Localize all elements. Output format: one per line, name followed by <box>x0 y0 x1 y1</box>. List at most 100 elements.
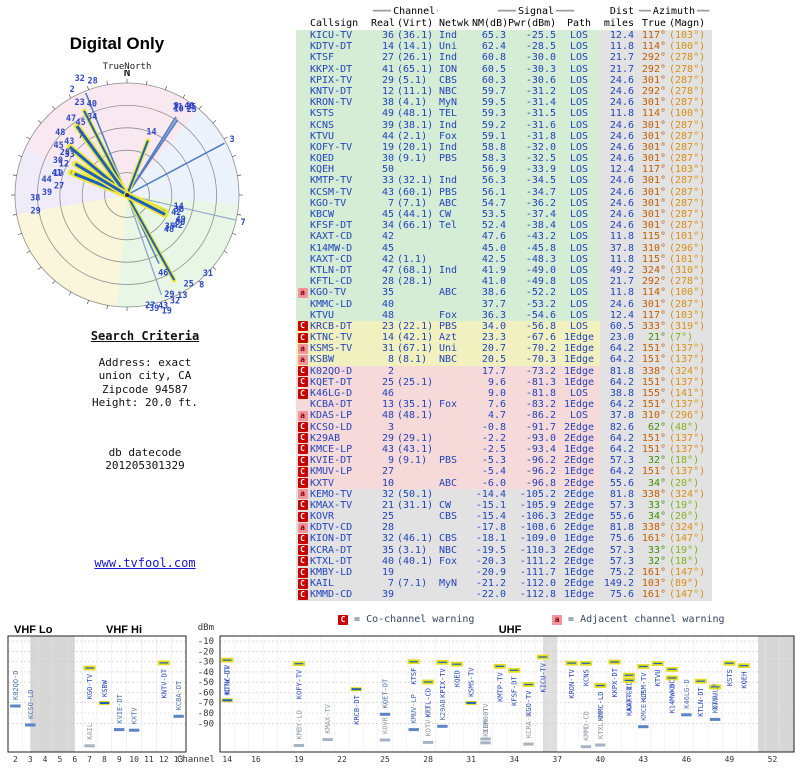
cell-network: Ind <box>438 30 472 42</box>
cell-callsign[interactable]: KAXT-CD <box>309 231 371 243</box>
svg-text:22: 22 <box>337 755 347 764</box>
cell-callsign[interactable]: KQET-DT <box>309 376 371 388</box>
cell-real-channel: 48 <box>371 309 396 321</box>
station-channel-label: 25 <box>187 105 197 115</box>
cell-callsign[interactable]: KCSO-LD <box>309 421 371 433</box>
station-channel-label: 36 <box>174 205 184 215</box>
cell-callsign[interactable]: KMCE-LP <box>309 443 371 456</box>
cell-callsign[interactable]: KQED <box>309 153 371 165</box>
cell-dist-miles: 21.7 <box>600 52 636 64</box>
cell-callsign[interactable]: KCBA-DT <box>309 399 371 411</box>
svg-text:9: 9 <box>117 755 122 764</box>
cell-callsign[interactable]: KTVU <box>309 130 371 142</box>
cell-callsign[interactable]: KDTV-CD <box>309 522 371 534</box>
cell-callsign[interactable]: KKPX-DT <box>309 63 371 75</box>
cell-callsign[interactable]: KGO-TV <box>309 287 371 299</box>
cell-callsign[interactable]: KGO-TV <box>309 197 371 209</box>
cell-callsign[interactable]: KSTS <box>309 108 371 120</box>
cell-dist-miles: 24.6 <box>600 74 636 86</box>
cell-callsign[interactable]: KRCB-DT <box>309 320 371 333</box>
cell-callsign[interactable]: KBCW <box>309 209 371 221</box>
cell-callsign[interactable]: KFTL-CD <box>309 276 371 288</box>
cell-callsign[interactable]: KRON-TV <box>309 97 371 109</box>
dbm-tick-labels: -10-20-30-40-50-60-70-80-90 <box>198 637 214 729</box>
cell-real-channel: 39 <box>371 119 396 131</box>
cell-nm-db: 7.6 <box>472 399 508 411</box>
radar-center-dot <box>125 193 129 197</box>
cell-network <box>438 365 472 377</box>
svg-text:2: 2 <box>13 755 18 764</box>
station-channel-label: 7 <box>78 131 83 141</box>
cell-callsign[interactable]: KTSF <box>309 52 371 64</box>
cell-callsign[interactable]: KFSF-DT <box>309 220 371 232</box>
signal-bar <box>523 742 534 746</box>
cell-callsign[interactable]: KNTV-DT <box>309 85 371 98</box>
cell-nm-db: 34.0 <box>472 320 508 333</box>
cell-warning: C <box>296 499 309 512</box>
cell-callsign[interactable]: KDAS-LP <box>309 410 371 422</box>
cell-pwr-dbm: -31.8 <box>508 130 558 142</box>
cell-callsign[interactable]: KMMD-CD <box>309 589 371 601</box>
cell-callsign[interactable]: KDTV-DT <box>309 41 371 53</box>
cell-callsign[interactable]: KTLN-DT <box>309 264 371 277</box>
cell-callsign[interactable]: KEMO-TV <box>309 488 371 500</box>
co-channel-warning-badge: C <box>297 433 308 444</box>
signal-bar <box>25 723 36 727</box>
cell-nm-db: -6.0 <box>472 477 508 489</box>
cell-network <box>438 376 472 388</box>
cell-callsign[interactable]: KAXT-CD <box>309 253 371 265</box>
co-channel-warning-badge: C <box>297 321 308 332</box>
cell-pwr-dbm: -86.2 <box>508 410 558 422</box>
cell-callsign[interactable]: KMAX-TV <box>309 499 371 512</box>
cell-az-magn: (19°) <box>668 499 712 512</box>
cell-callsign[interactable]: KPIX-TV <box>309 74 371 86</box>
cell-az-true: 34° <box>636 511 668 523</box>
cell-real-channel: 38 <box>371 97 396 109</box>
table-row: KGO-TV 7 (7.1) ABC 54.7 -36.2 LOS 24.6 301° (287°… <box>296 197 730 209</box>
cell-callsign[interactable]: KMBY-LD <box>309 567 371 579</box>
cell-real-channel: 40 <box>371 298 396 310</box>
col-header-pwr: Pwr(dBm) <box>508 18 557 29</box>
cell-network: TEL <box>438 108 472 120</box>
cell-callsign[interactable]: KTVU <box>309 309 371 321</box>
cell-callsign[interactable]: KSMS-TV <box>309 343 371 355</box>
cell-callsign[interactable]: KOVR <box>309 511 371 523</box>
cell-callsign[interactable]: KMTP-TV <box>309 175 371 187</box>
cell-callsign[interactable]: K14MW-D <box>309 242 371 254</box>
cell-callsign[interactable]: KXTV <box>309 477 371 489</box>
cell-callsign[interactable]: KMMC-LD <box>309 298 371 310</box>
signal-bar <box>379 738 391 742</box>
cell-callsign[interactable]: KMUV-LP <box>309 466 371 478</box>
cell-warning: C <box>296 567 309 579</box>
cell-callsign[interactable]: K02QO-D <box>309 365 371 377</box>
criteria-zip-line: Zipcode 94587 <box>101 382 189 396</box>
cell-callsign[interactable]: KCNS <box>309 119 371 131</box>
cell-callsign[interactable]: KAIL <box>309 578 371 590</box>
cell-az-magn: (324°) <box>668 488 712 500</box>
cell-callsign[interactable]: K46LG-D <box>309 388 371 400</box>
table-row: KTVU 44 (2.1) Fox 59.1 -31.8 LOS 24.6 301° (287°) <box>296 130 730 142</box>
cell-callsign[interactable]: KQEH <box>309 164 371 176</box>
cell-callsign[interactable]: KTXL-DT <box>309 555 371 567</box>
cell-callsign[interactable]: KION-DT <box>309 533 371 545</box>
cell-virtual-channel: (3.1) <box>396 544 438 556</box>
signal-bar <box>681 713 692 717</box>
svg-text:4: 4 <box>43 755 48 764</box>
cell-callsign[interactable]: KVIE-DT <box>309 455 371 467</box>
cell-callsign[interactable]: KSBW <box>309 354 371 366</box>
cell-path: LOS <box>558 186 600 198</box>
tvfool-link[interactable]: www.tvfool.com <box>94 556 196 570</box>
cell-callsign[interactable]: KICU-TV <box>309 30 371 42</box>
cell-callsign[interactable]: K29AB <box>309 432 371 444</box>
cell-callsign[interactable]: KCSM-TV <box>309 186 371 198</box>
cell-real-channel: 43 <box>371 186 396 198</box>
cell-az-true: 21° <box>636 332 668 344</box>
cell-network: NBC <box>438 544 472 556</box>
cell-callsign[interactable]: KOFY-TV <box>309 141 371 154</box>
cell-path: 2Edge <box>558 488 600 500</box>
cell-callsign[interactable]: KTNC-TV <box>309 332 371 344</box>
cell-warning: a <box>296 354 309 366</box>
cell-pwr-dbm: -30.6 <box>508 74 558 86</box>
cell-az-magn: (147°) <box>668 533 712 545</box>
cell-callsign[interactable]: KCRA-DT <box>309 544 371 556</box>
